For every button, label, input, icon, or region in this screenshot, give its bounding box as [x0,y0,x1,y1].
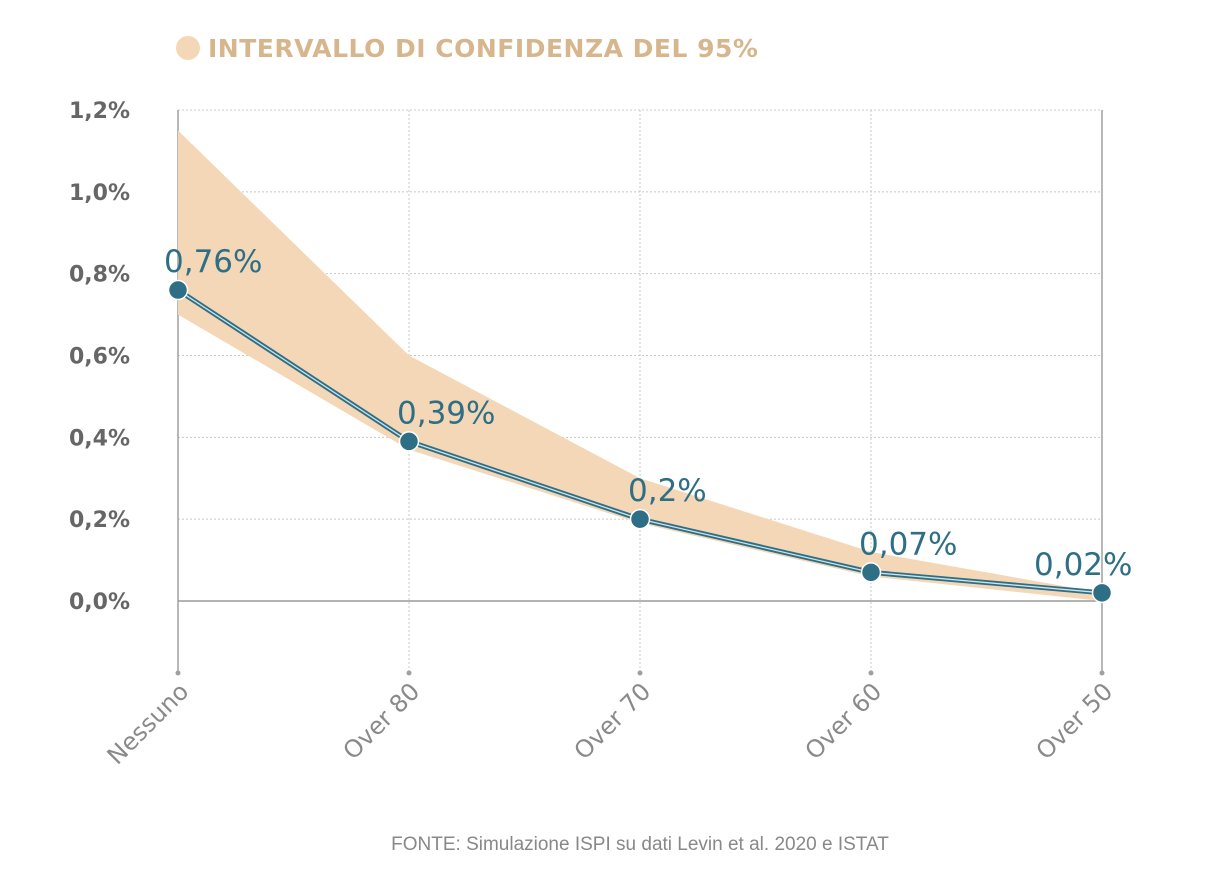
y-tick-label: 1,0% [69,181,130,206]
y-tick-label: 0,0% [69,590,130,615]
data-point [860,562,882,583]
data-point [167,279,189,301]
data-point-layer [167,279,1113,604]
source-note: FONTE: Simulazione ISPI su dati Levin et… [391,834,889,855]
x-axis-ticks: Nessuno Over 80 Over 70 Over 60 Over 50 [102,677,1119,770]
confidence-band-layer [178,130,1102,602]
x-tick-label: Over 50 [1031,677,1119,765]
data-label: 0,39% [397,395,495,431]
y-tick-label: 0,4% [69,426,130,451]
legend-label: INTERVALLO DI CONFIDENZA DEL 95% [208,34,758,63]
data-label: 0,02% [1034,547,1132,583]
x-tick-label: Over 80 [338,677,426,765]
x-tick-mark [637,670,643,676]
y-tick-label: 0,2% [69,508,130,533]
data-point [629,508,651,530]
data-label: 0,2% [628,473,707,509]
legend-swatch [176,36,200,60]
x-tick-mark [868,670,874,676]
y-tick-label: 1,2% [69,99,130,124]
y-tick-label: 0,8% [69,263,130,288]
x-tick-mark [406,670,412,676]
confidence-band [178,130,1102,602]
x-tick-label: Over 70 [569,677,657,765]
x-tick-label: Over 60 [800,677,888,765]
y-tick-label: 0,6% [69,345,130,370]
x-tick-mark [175,670,181,676]
data-label: 0,76% [164,244,262,280]
data-labels: 0,76% 0,39% 0,2% 0,07% 0,02% [164,244,1132,583]
data-label: 0,07% [859,526,957,562]
data-point [1091,582,1113,604]
x-tick-label: Nessuno [102,677,195,770]
legend: INTERVALLO DI CONFIDENZA DEL 95% [176,34,758,63]
y-axis-ticks: 0,0% 0,2% 0,4% 0,6% 0,8% 1,0% 1,2% [69,99,130,615]
data-point [398,431,420,452]
x-tick-mark [1099,670,1105,676]
